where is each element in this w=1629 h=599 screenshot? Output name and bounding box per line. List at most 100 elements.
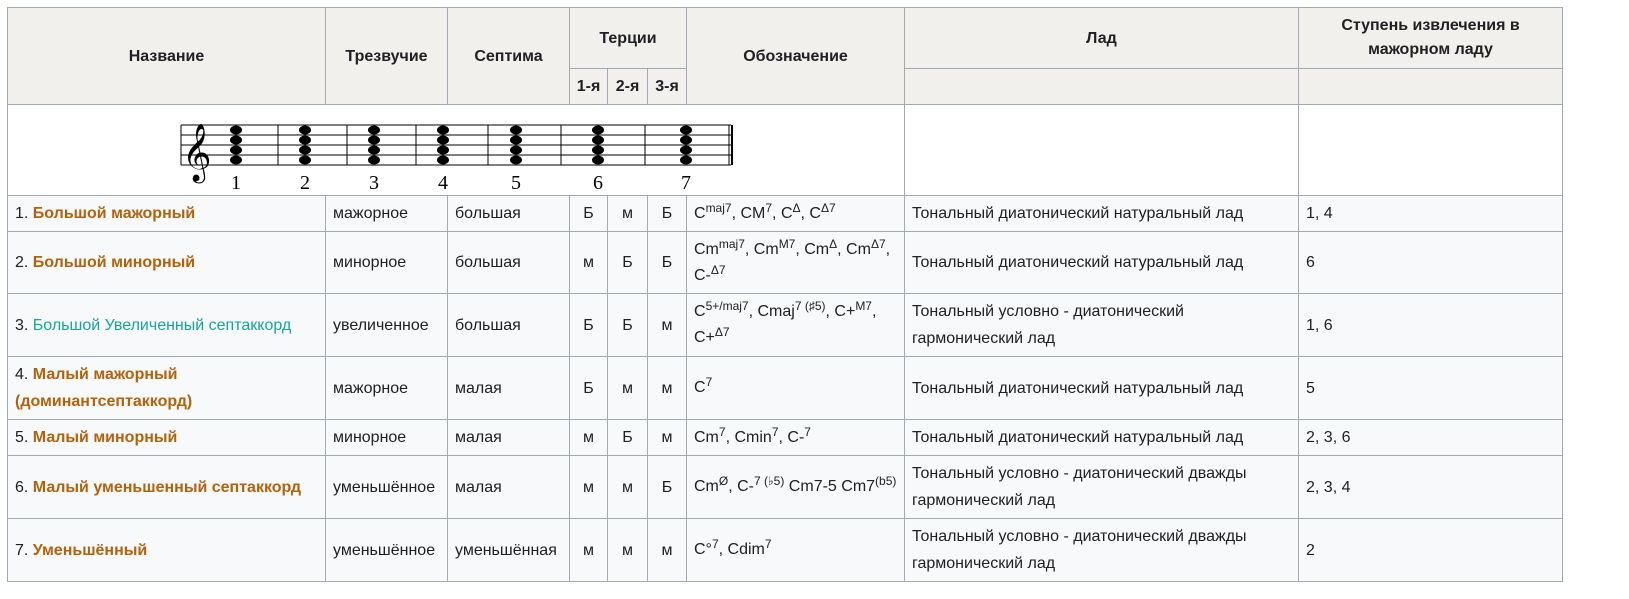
notation-cell: Cm7, Cmin7, C-7: [686, 419, 905, 456]
notation-sup: (b5): [875, 474, 897, 488]
notation-cell: Cmaj7, CM7, CΔ, CΔ7: [686, 195, 905, 232]
note-head: [510, 155, 522, 165]
mode-cell: Тональный диатонический натуральный лад: [904, 231, 1299, 294]
row-number: 6.: [15, 478, 29, 496]
chord-link[interactable]: Большой Увеличенный септаккорд: [32, 316, 292, 334]
notation-text: Cm: [694, 428, 719, 446]
notation-sup: 7: [771, 424, 779, 439]
note-head: [592, 155, 604, 165]
note-head: [368, 155, 380, 165]
note-head: [680, 145, 692, 155]
chord-link[interactable]: Большой минорный: [32, 254, 196, 271]
chord-link[interactable]: Большой мажорный: [32, 205, 196, 222]
seventh-cell: большая: [447, 231, 570, 294]
degree-cell: 1, 4: [1298, 195, 1563, 232]
header-cell: Терции: [569, 7, 687, 69]
notation-sup: Δ: [792, 200, 801, 215]
notation-sup: maj7: [718, 236, 745, 251]
chord-link[interactable]: Малый минорный: [32, 429, 178, 446]
triad-cell: мажорное: [325, 195, 448, 232]
row-number: 3.: [15, 316, 29, 334]
name-cell: 4. Малый мажорный (доминантсептаккорд): [7, 356, 326, 420]
note-head: [510, 135, 522, 145]
chord-number: 3: [369, 172, 379, 194]
notation-sup: 7: [764, 537, 772, 551]
seventh-cell: малая: [447, 356, 570, 420]
header-cell: 2-я: [607, 68, 648, 105]
triad-cell: уменьшённое: [325, 518, 448, 582]
note-head: [299, 125, 311, 135]
third-cell: м: [607, 195, 648, 232]
chord-link[interactable]: Уменьшённый: [32, 541, 148, 559]
notation-sup: 7: [718, 424, 726, 439]
note-head: [230, 145, 242, 155]
notation-cell: C°7, Cdim7: [686, 518, 905, 582]
third-cell: Б: [607, 419, 648, 456]
note-head: [437, 135, 449, 145]
third-cell: м: [569, 231, 608, 294]
music-staff: 𝄞 1 2 3 4 5 6 7: [180, 123, 733, 194]
notation-text: Cm: [694, 478, 719, 495]
notation-sup: 5+/maj7: [705, 299, 749, 313]
chord-number: 7: [681, 172, 691, 194]
notation-text: C: [694, 204, 706, 222]
name-cell: 3. Большой Увеличенный септаккорд: [7, 293, 326, 357]
mode-cell: Тональный условно - диатонический дважды…: [904, 518, 1299, 582]
notation-sup: M7: [855, 299, 872, 313]
row-number: 5.: [15, 429, 29, 446]
chord-link[interactable]: Малый мажорный (доминантсептаккорд): [15, 366, 193, 410]
note-head: [299, 145, 311, 155]
notation-text: , C-: [728, 478, 755, 495]
third-cell: м: [647, 293, 687, 357]
note-head: [230, 155, 242, 165]
note-head: [680, 155, 692, 165]
name-cell: 5. Малый минорный: [7, 419, 326, 456]
notation-sup: 7: [765, 200, 773, 215]
notation-sup: M7: [778, 236, 796, 251]
header-cell: Лад: [904, 7, 1299, 69]
row-number: 4.: [15, 366, 29, 383]
chord-number: 4: [438, 172, 448, 194]
third-cell: м: [569, 419, 608, 456]
degree-cell: 1, 6: [1298, 293, 1563, 357]
notation-text: , Cm: [837, 240, 871, 258]
note-head: [437, 145, 449, 155]
third-cell: м: [647, 356, 687, 420]
seventh-cell: уменьшённая: [447, 518, 570, 582]
note-head: [299, 135, 311, 145]
chord-number: 6: [593, 172, 603, 194]
treble-clef: 𝄞: [182, 123, 212, 184]
third-cell: Б: [647, 195, 687, 232]
third-cell: м: [607, 455, 648, 519]
notation-text: , C-: [778, 428, 805, 446]
triad-cell: увеличенное: [325, 293, 448, 357]
notation-text: , Cmaj: [748, 303, 795, 320]
third-cell: м: [569, 518, 608, 582]
notation-sup: 7 (♭5): [754, 474, 785, 488]
seventh-cell: малая: [447, 419, 570, 456]
triad-cell: мажорное: [325, 356, 448, 420]
degree-cell: 5: [1298, 356, 1563, 420]
header-cell: Трезвучие: [325, 7, 448, 105]
degree-cell: 2, 3, 6: [1298, 419, 1563, 456]
note-head: [368, 125, 380, 135]
note-head: [437, 125, 449, 135]
notation-sup: 7: [711, 537, 719, 551]
notation-text: , C: [772, 204, 793, 222]
third-cell: м: [647, 518, 687, 582]
table-row: 7. Уменьшённый уменьшённое уменьшённая м м м C…: [7, 518, 1563, 582]
notation-sup: 7: [804, 424, 811, 439]
chord-link[interactable]: Малый уменьшенный септаккорд: [32, 478, 302, 496]
seventh-cell: малая: [447, 455, 570, 519]
note-head: [680, 125, 692, 135]
third-cell: м: [607, 518, 648, 582]
third-cell: Б: [647, 455, 687, 519]
note-head: [230, 125, 242, 135]
note-head: [510, 125, 522, 135]
notation-text: , Cm: [795, 240, 830, 258]
header-cell: Название: [7, 7, 326, 105]
header-cell: 3-я: [647, 68, 687, 105]
seventh-cell: большая: [447, 195, 570, 232]
notation-cell: CmØ, C-7 (♭5) Cm7-5 Cm7(b5): [686, 455, 905, 519]
